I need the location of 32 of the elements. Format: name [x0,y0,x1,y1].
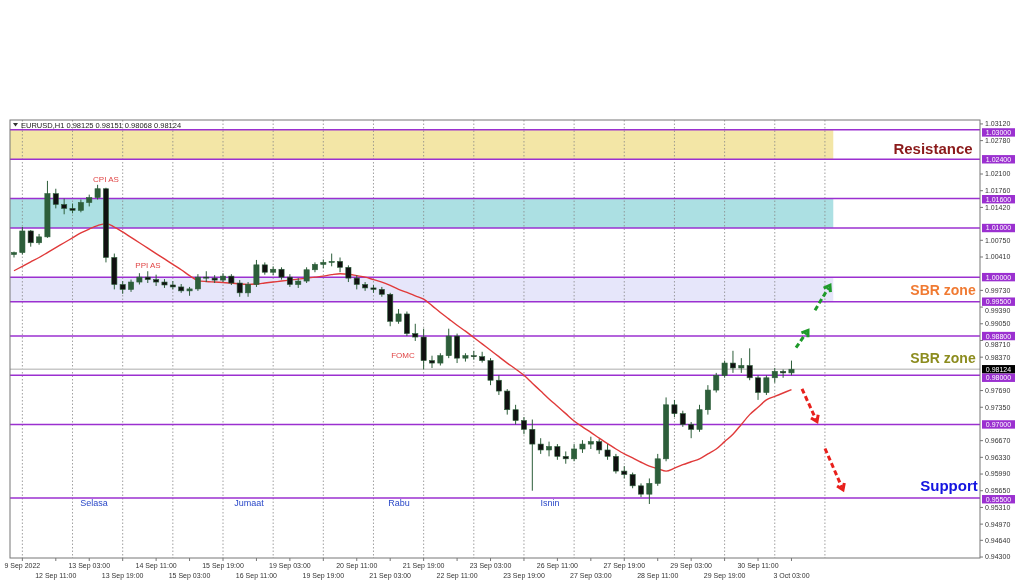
line-series [13,222,793,472]
text: SBR zone [910,350,976,367]
candlestick [429,355,435,369]
candlestick [763,374,770,396]
candlestick [755,374,761,401]
text: Support [920,477,978,495]
text: Resistance [893,140,973,158]
candlestick [730,350,736,374]
candlestick [487,357,494,386]
candlestick [512,404,519,425]
candlestick [404,311,410,337]
candlestick [613,453,619,475]
candlestick [504,388,511,416]
annotation: Selasa [80,498,108,509]
annotation: PPI AS [135,260,161,270]
annotation: Jumaat [234,498,265,509]
candlestick [713,372,720,394]
candlestick [253,259,260,288]
candlestick [780,368,787,379]
annotation: Rabu [388,498,410,509]
candlestick [546,441,552,457]
candlestick [696,404,703,433]
text: SBR zone [910,281,976,298]
annotation: FOMC [391,351,415,361]
candlestick [704,384,711,416]
candlestick [153,274,160,287]
annotation: CPI AS [93,175,119,185]
annotation: Isnin [540,498,560,509]
candlestick [337,256,343,273]
candlestick [52,188,59,209]
candlestick [454,333,460,364]
candlestick [495,374,502,396]
